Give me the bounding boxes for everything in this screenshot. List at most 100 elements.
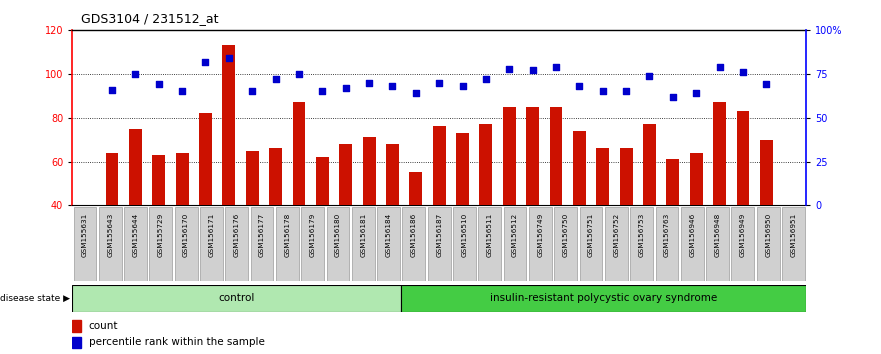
Point [432,80,446,85]
FancyBboxPatch shape [174,207,197,281]
Text: GSM156510: GSM156510 [462,213,468,257]
Point [549,64,563,70]
Text: GSM156171: GSM156171 [209,213,214,257]
FancyBboxPatch shape [251,207,273,281]
Bar [152,155,166,205]
Point [245,88,259,94]
Bar [270,148,282,205]
Text: GSM155729: GSM155729 [158,213,164,257]
Point [385,83,399,89]
Text: GSM155643: GSM155643 [107,213,113,257]
Bar [222,45,235,205]
FancyBboxPatch shape [504,207,527,281]
Point [152,81,166,87]
Bar [246,150,259,205]
FancyBboxPatch shape [327,207,350,281]
Bar [72,320,81,332]
Point [713,64,727,70]
FancyBboxPatch shape [377,207,400,281]
Bar [72,337,81,348]
Point [596,88,610,94]
Text: GSM156176: GSM156176 [233,213,240,257]
Text: GSM155631: GSM155631 [82,213,88,257]
Point [619,88,633,94]
Bar [503,107,515,205]
Point [573,83,587,89]
FancyBboxPatch shape [99,207,122,281]
Text: disease state ▶: disease state ▶ [0,294,70,303]
FancyBboxPatch shape [782,207,805,281]
FancyBboxPatch shape [731,207,754,281]
Text: GSM156178: GSM156178 [285,213,291,257]
Point [222,55,236,61]
Bar [316,157,329,205]
Text: GSM156948: GSM156948 [714,213,721,257]
Point [105,87,119,92]
Text: GSM156950: GSM156950 [766,213,771,257]
FancyBboxPatch shape [655,207,678,281]
Bar [760,139,773,205]
Text: GSM156184: GSM156184 [386,213,391,257]
Bar [666,159,679,205]
Point [175,88,189,94]
FancyBboxPatch shape [150,207,172,281]
FancyBboxPatch shape [301,207,324,281]
Point [759,81,774,87]
FancyBboxPatch shape [478,207,501,281]
Bar [526,107,539,205]
Text: GSM156951: GSM156951 [790,213,796,257]
Text: control: control [218,293,255,303]
FancyBboxPatch shape [453,207,476,281]
Bar [292,102,306,205]
Bar [690,153,703,205]
Point [269,76,283,82]
Bar [619,148,633,205]
Text: GSM156949: GSM156949 [740,213,746,257]
Text: GSM156946: GSM156946 [689,213,695,257]
Point [129,71,143,77]
Text: GSM156170: GSM156170 [183,213,189,257]
Bar [386,144,399,205]
Text: GSM156750: GSM156750 [563,213,569,257]
Point [666,94,680,99]
FancyBboxPatch shape [401,285,806,312]
FancyBboxPatch shape [124,207,147,281]
FancyBboxPatch shape [226,207,248,281]
FancyBboxPatch shape [403,207,426,281]
Text: GSM156763: GSM156763 [664,213,670,257]
Text: count: count [89,321,118,331]
Text: GSM156186: GSM156186 [411,213,417,257]
Text: GSM155644: GSM155644 [132,213,138,257]
Bar [363,137,375,205]
Text: GSM156177: GSM156177 [259,213,265,257]
Point [455,83,470,89]
Point [642,73,656,79]
Text: insulin-resistant polycystic ovary syndrome: insulin-resistant polycystic ovary syndr… [490,293,717,303]
FancyBboxPatch shape [200,207,223,281]
Bar [643,124,656,205]
Bar [713,102,726,205]
Point [338,85,352,91]
FancyBboxPatch shape [707,207,729,281]
FancyBboxPatch shape [605,207,627,281]
Point [198,59,212,64]
FancyBboxPatch shape [529,207,552,281]
Text: GDS3104 / 231512_at: GDS3104 / 231512_at [81,12,218,25]
Bar [175,153,189,205]
Bar [596,148,609,205]
Text: GSM156753: GSM156753 [639,213,645,257]
FancyBboxPatch shape [72,285,401,312]
Point [736,69,750,75]
Text: GSM156512: GSM156512 [512,213,518,257]
Point [362,80,376,85]
Point [409,90,423,96]
FancyBboxPatch shape [580,207,603,281]
Text: GSM156180: GSM156180 [335,213,341,257]
FancyBboxPatch shape [554,207,577,281]
Bar [129,129,142,205]
Bar [456,133,469,205]
FancyBboxPatch shape [73,207,96,281]
Text: GSM156179: GSM156179 [309,213,315,257]
Bar [410,172,422,205]
Point [479,76,493,82]
